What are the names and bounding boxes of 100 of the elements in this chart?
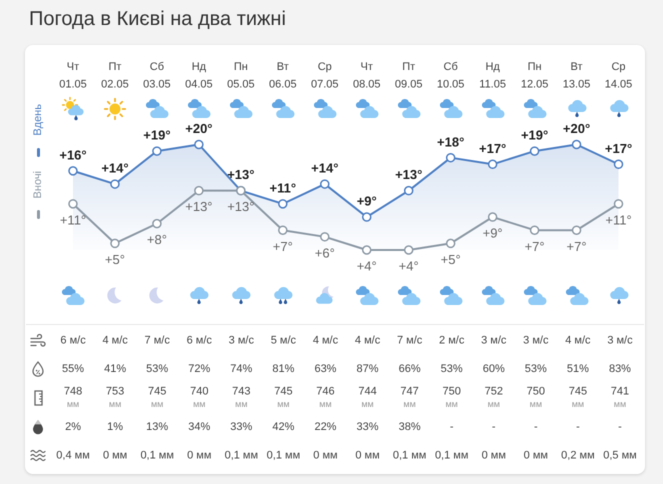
data-label: 22% — [314, 420, 337, 433]
data-label: 63% — [314, 363, 337, 376]
point — [278, 225, 288, 235]
data-label: 83% — [608, 363, 632, 376]
x-tick-label: Ср 14.05 — [604, 61, 632, 91]
data-label: 0,1 мм — [266, 450, 300, 462]
x-tick-label: Пт 09.05 — [394, 61, 422, 91]
x-tick-label: Вт 13.05 — [562, 61, 590, 91]
data-label: +7° — [272, 238, 293, 254]
text: - — [534, 420, 538, 433]
data-label: 51% — [566, 363, 590, 376]
data-label: +11° — [270, 180, 296, 196]
data-label: +5° — [440, 252, 461, 267]
point — [68, 199, 78, 209]
x-tick-label: Нд 11.05 — [479, 61, 506, 91]
data-label: 0 мм — [102, 450, 128, 462]
data-label: 33% — [356, 420, 379, 433]
data-label: +16° — [59, 147, 87, 162]
data-label: 55% — [62, 363, 84, 376]
data-label: +5° — [104, 252, 125, 267]
data-label: 60% — [482, 363, 505, 376]
data-label: 66% — [398, 363, 421, 376]
text: Вдень — [32, 104, 44, 136]
data-label: 748 мм — [64, 386, 82, 409]
data-label: 6 м/с — [60, 334, 86, 346]
point — [446, 238, 456, 248]
data-label: 0,1 мм — [140, 450, 174, 462]
text: - — [450, 420, 454, 433]
data-label: +7° — [566, 238, 587, 254]
data-label: 0,2 мм — [561, 450, 595, 462]
data-label: 2 м/с — [439, 334, 465, 346]
data-label: +8° — [146, 232, 167, 248]
text: - — [618, 420, 622, 433]
data-label: 0,1 мм — [434, 450, 468, 462]
point — [320, 179, 330, 189]
data-label: 0,1 мм — [392, 450, 426, 462]
data-label: 746 мм — [316, 386, 335, 409]
data-label: 1% — [107, 420, 124, 433]
data-label: 53% — [440, 363, 463, 376]
data-label: 752 мм — [484, 386, 503, 409]
data-label: 743 мм — [232, 386, 250, 409]
data-label: 750 мм — [526, 386, 545, 409]
data-label: 0 мм — [524, 450, 548, 462]
data-label: 3 м/с — [523, 334, 549, 346]
data-label: 7 м/с — [396, 334, 423, 346]
data-label: +9° — [482, 226, 503, 241]
data-label: +20° — [562, 121, 590, 136]
data-label: +17° — [478, 140, 506, 156]
point — [572, 140, 582, 150]
data-label: 5 м/с — [270, 334, 297, 346]
data-label: 4 м/с — [354, 334, 381, 346]
text: - — [576, 420, 580, 433]
data-label: +11° — [605, 212, 632, 228]
data-label: +13° — [227, 167, 254, 182]
data-label: 745 мм — [148, 386, 166, 409]
point — [446, 152, 456, 162]
x-tick-label: Пн 05.05 — [227, 61, 255, 91]
data-label: 34% — [188, 420, 210, 433]
data-label: 87% — [356, 363, 379, 376]
data-label: +14° — [101, 160, 129, 176]
data-label: 53% — [146, 363, 168, 376]
point — [152, 146, 162, 156]
point — [488, 160, 498, 170]
point — [194, 140, 204, 150]
data-label: +13° — [227, 199, 254, 214]
data-label: 0 мм — [482, 450, 506, 462]
data-label: 741 мм — [610, 386, 630, 409]
data-label: 3 м/с — [481, 334, 507, 346]
data-label: +9° — [356, 194, 377, 209]
data-label: 72% — [188, 363, 210, 376]
data-label: 74% — [230, 363, 253, 376]
data-label: +4° — [356, 258, 377, 274]
x-tick-label: Нд 04.05 — [185, 61, 213, 91]
point — [488, 212, 498, 222]
data-label: 81% — [272, 363, 295, 376]
data-label: 6 м/с — [186, 334, 212, 346]
text: - — [492, 420, 496, 433]
data-label: 4 м/с — [565, 334, 592, 346]
data-label: +17° — [604, 140, 632, 156]
data-label: 3 м/с — [228, 334, 254, 346]
point — [110, 179, 120, 189]
point — [68, 166, 78, 176]
point — [530, 146, 540, 156]
x-tick-label: Сб 10.05 — [436, 61, 464, 91]
point — [320, 232, 330, 242]
data-label: 0,4 мм — [56, 450, 90, 462]
x-tick-label: Сб 03.05 — [143, 61, 171, 91]
data-label: 42% — [272, 420, 295, 433]
x-tick-label: Чт 01.05 — [59, 61, 87, 91]
data-label: 0 мм — [313, 450, 338, 462]
data-label: 4 м/с — [102, 334, 128, 346]
data-label: +20° — [185, 121, 213, 136]
data-label: 0,1 мм — [224, 450, 258, 462]
data-label: +19° — [143, 128, 171, 143]
data-label: 41% — [104, 363, 126, 376]
x-tick-label: Ср 07.05 — [311, 61, 339, 91]
data-label: +18° — [437, 134, 464, 150]
data-label: 13% — [146, 420, 168, 433]
point — [404, 245, 414, 255]
data-label: 33% — [230, 420, 253, 433]
